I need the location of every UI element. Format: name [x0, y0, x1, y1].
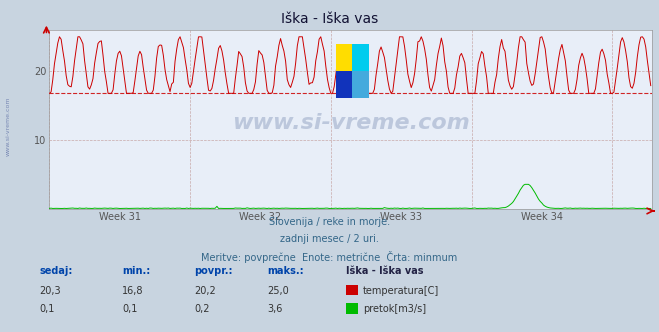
Text: temperatura[C]: temperatura[C] [363, 286, 440, 296]
Text: 0,1: 0,1 [122, 304, 137, 314]
Text: 3,6: 3,6 [267, 304, 282, 314]
Text: 25,0: 25,0 [267, 286, 289, 296]
Text: 0,1: 0,1 [40, 304, 55, 314]
Text: pretok[m3/s]: pretok[m3/s] [363, 304, 426, 314]
Text: maks.:: maks.: [267, 266, 304, 276]
Text: www.si-vreme.com: www.si-vreme.com [232, 113, 470, 133]
Text: Slovenija / reke in morje.: Slovenija / reke in morje. [269, 217, 390, 227]
Text: www.si-vreme.com: www.si-vreme.com [6, 96, 11, 156]
Bar [353, 44, 369, 71]
Text: 0,2: 0,2 [194, 304, 210, 314]
Bar [336, 44, 353, 71]
Bar [336, 71, 353, 98]
Text: Iška - Iška vas: Iška - Iška vas [346, 266, 424, 276]
Text: min.:: min.: [122, 266, 150, 276]
Text: povpr.:: povpr.: [194, 266, 233, 276]
Text: 16,8: 16,8 [122, 286, 144, 296]
Text: Meritve: povprečne  Enote: metrične  Črta: minmum: Meritve: povprečne Enote: metrične Črta:… [202, 251, 457, 263]
Text: Iška - Iška vas: Iška - Iška vas [281, 12, 378, 26]
Text: 20,2: 20,2 [194, 286, 216, 296]
Text: zadnji mesec / 2 uri.: zadnji mesec / 2 uri. [280, 234, 379, 244]
Bar [353, 71, 369, 98]
Text: 20,3: 20,3 [40, 286, 61, 296]
Text: sedaj:: sedaj: [40, 266, 73, 276]
